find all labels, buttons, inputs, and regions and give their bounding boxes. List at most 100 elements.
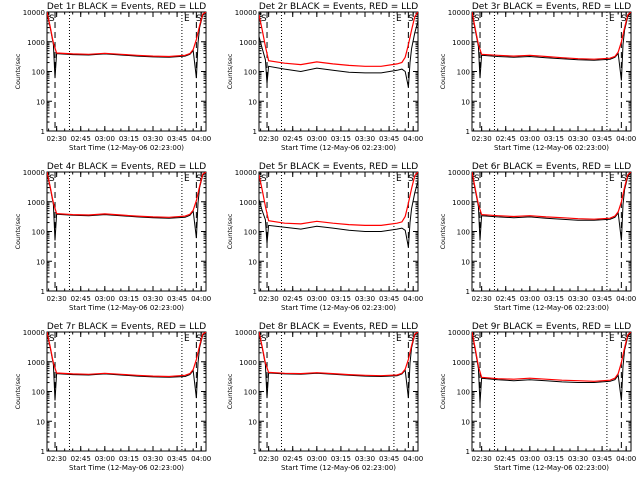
y-tick-label: 1000	[452, 359, 470, 367]
y-tick-label: 1	[253, 448, 257, 456]
x-tick-label: 03:00	[520, 135, 540, 143]
corner-mark-start-2: S	[196, 334, 202, 344]
events-series-line	[472, 12, 631, 81]
corner-mark-start-2: S	[408, 14, 414, 24]
y-tick-label: 1000	[27, 359, 45, 367]
y-axis-label: Counts/sec	[439, 53, 447, 89]
y-tick-label: 10000	[448, 9, 470, 17]
x-tick-label: 03:00	[95, 455, 115, 463]
y-tick-label: 1	[41, 128, 45, 136]
y-tick-label: 1000	[452, 199, 470, 207]
x-tick-label: 03:45	[592, 455, 612, 463]
x-tick-label: 03:00	[307, 135, 327, 143]
x-tick-label: 03:15	[544, 455, 564, 463]
panel-title: Det 2r BLACK = Events, RED = LLD	[259, 2, 418, 12]
x-tick-label: 03:45	[167, 455, 187, 463]
corner-mark-end: E	[184, 334, 190, 344]
lld-series-line	[259, 172, 418, 226]
corner-mark-end: E	[609, 174, 615, 184]
panel-title: Det 6r BLACK = Events, RED = LLD	[472, 162, 631, 172]
x-tick-label: 03:30	[568, 295, 588, 303]
x-tick-label: 03:45	[379, 135, 399, 143]
y-tick-label: 100	[32, 69, 45, 77]
corner-mark-start: S	[474, 334, 480, 344]
y-tick-label: 100	[32, 389, 45, 397]
x-tick-label: 03:15	[119, 455, 139, 463]
x-axis-label: Start Time (12-May-06 02:23:00)	[494, 464, 609, 472]
x-tick-label: 04:00	[403, 135, 423, 143]
y-tick-label: 10	[36, 98, 45, 106]
y-tick-label: 1	[466, 448, 470, 456]
detector-panel: Det 8r BLACK = Events, RED = LLD 1 10 100 10…	[226, 322, 423, 472]
y-tick-label: 10	[36, 258, 45, 266]
y-tick-label: 1000	[452, 39, 470, 47]
lld-series-line	[47, 172, 206, 218]
corner-mark-end: E	[396, 14, 402, 24]
x-tick-label: 03:30	[568, 455, 588, 463]
y-tick-label: 1000	[27, 39, 45, 47]
y-tick-label: 1	[466, 128, 470, 136]
corner-mark-end: E	[396, 174, 402, 184]
y-axis-label: Counts/sec	[14, 213, 22, 249]
y-tick-label: 10000	[23, 329, 45, 337]
x-tick-label: 03:00	[520, 295, 540, 303]
x-tick-label: 03:30	[143, 295, 163, 303]
x-tick-label: 02:30	[47, 135, 67, 143]
panel-title: Det 1r BLACK = Events, RED = LLD	[47, 2, 206, 12]
x-axis-label: Start Time (12-May-06 02:23:00)	[69, 464, 184, 472]
lld-series-line	[47, 12, 206, 58]
x-tick-label: 04:00	[616, 295, 636, 303]
y-tick-label: 10000	[235, 329, 257, 337]
x-tick-label: 02:45	[71, 295, 91, 303]
detector-panel: Det 2r BLACK = Events, RED = LLD 1 10 100 10…	[226, 2, 423, 152]
events-series-line	[47, 12, 206, 79]
corner-mark-end: E	[609, 334, 615, 344]
detector-panel: Det 4r BLACK = Events, RED = LLD 1 10 100 10…	[14, 162, 211, 312]
corner-mark-start-2: S	[196, 174, 202, 184]
panel-title: Det 9r BLACK = Events, RED = LLD	[472, 322, 631, 332]
y-tick-label: 10000	[448, 329, 470, 337]
events-series-line	[472, 172, 631, 241]
panel-title: Det 8r BLACK = Events, RED = LLD	[259, 322, 418, 332]
x-tick-label: 02:30	[472, 455, 492, 463]
x-tick-label: 03:45	[592, 135, 612, 143]
panel-title: Det 4r BLACK = Events, RED = LLD	[47, 162, 206, 172]
detector-panel: Det 3r BLACK = Events, RED = LLD 1 10 100 10…	[439, 2, 636, 152]
corner-mark-start-2: S	[621, 14, 627, 24]
corner-mark-start-2: S	[408, 174, 414, 184]
y-tick-label: 10	[248, 258, 257, 266]
x-tick-label: 02:45	[496, 455, 516, 463]
y-tick-label: 10	[36, 418, 45, 426]
corner-mark-end: E	[184, 14, 190, 24]
x-tick-label: 03:30	[143, 455, 163, 463]
x-tick-label: 03:45	[379, 295, 399, 303]
x-tick-label: 02:45	[283, 295, 303, 303]
y-axis-label: Counts/sec	[439, 373, 447, 409]
y-tick-label: 10000	[448, 169, 470, 177]
events-series-line	[259, 180, 418, 248]
y-axis-label: Counts/sec	[226, 213, 234, 249]
y-tick-label: 1000	[239, 39, 257, 47]
events-series-line	[472, 332, 631, 404]
y-tick-label: 100	[457, 229, 470, 237]
x-tick-label: 03:15	[331, 135, 351, 143]
x-tick-label: 04:00	[191, 135, 211, 143]
x-tick-label: 03:00	[307, 295, 327, 303]
detector-panel: Det 5r BLACK = Events, RED = LLD 1 10 100 10…	[226, 162, 423, 312]
x-tick-label: 02:30	[47, 295, 67, 303]
y-tick-label: 1000	[239, 199, 257, 207]
x-tick-label: 03:15	[544, 135, 564, 143]
y-tick-label: 10000	[23, 169, 45, 177]
events-series-line	[259, 332, 418, 399]
corner-mark-start-2: S	[621, 334, 627, 344]
y-tick-label: 1	[253, 288, 257, 296]
lld-series-line	[259, 332, 418, 377]
x-tick-label: 02:30	[259, 295, 279, 303]
detector-panel: Det 7r BLACK = Events, RED = LLD 1 10 100 10…	[14, 322, 211, 472]
corner-mark-start-2: S	[621, 174, 627, 184]
corner-mark-start: S	[474, 14, 480, 24]
x-tick-label: 02:45	[283, 455, 303, 463]
x-tick-label: 02:45	[496, 295, 516, 303]
y-axis-label: Counts/sec	[226, 53, 234, 89]
x-tick-label: 02:30	[472, 295, 492, 303]
